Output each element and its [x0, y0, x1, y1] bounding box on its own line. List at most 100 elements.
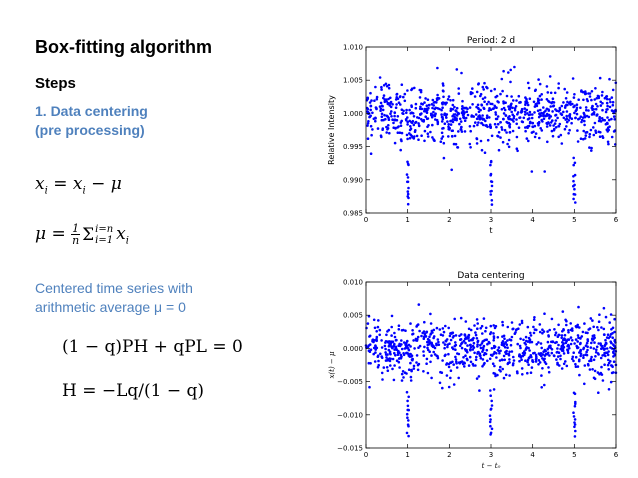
data-point: [389, 112, 392, 115]
data-point: [591, 334, 595, 338]
data-point: [396, 353, 400, 357]
y-axis-label: Relative Intensity: [327, 95, 336, 165]
data-point: [576, 140, 580, 143]
data-point: [588, 135, 591, 139]
data-point: [376, 354, 380, 358]
data-point: [430, 329, 434, 333]
data-point: [567, 331, 570, 334]
data-point: [561, 347, 565, 351]
data-point: [417, 303, 421, 306]
data-point: [452, 334, 456, 338]
data-point: [441, 135, 445, 138]
data-point: [596, 352, 600, 355]
data-point: [390, 115, 393, 118]
data-point: [593, 121, 597, 125]
data-point: [441, 101, 445, 104]
data-point: [446, 120, 449, 123]
data-point: [481, 118, 485, 121]
data-point: [500, 77, 504, 81]
data-point: [409, 345, 412, 348]
data-point: [396, 126, 399, 129]
data-point: [525, 97, 528, 101]
data-point: [404, 329, 407, 333]
data-point: [390, 325, 394, 329]
data-point: [446, 98, 450, 101]
data-point: [388, 131, 391, 135]
data-point: [491, 102, 494, 106]
transit-point: [489, 193, 493, 196]
data-point: [610, 364, 614, 368]
data-point: [454, 341, 457, 344]
data-point: [406, 137, 409, 141]
data-point: [538, 94, 542, 98]
data-point: [374, 119, 377, 123]
data-point: [373, 360, 377, 363]
data-point: [375, 95, 379, 99]
data-point: [573, 111, 576, 115]
data-point: [373, 326, 377, 330]
transit-point: [406, 192, 410, 196]
data-point: [582, 347, 585, 351]
data-point: [566, 349, 570, 353]
data-point: [506, 325, 510, 329]
data-point: [447, 125, 450, 129]
data-point: [507, 117, 511, 121]
data-point: [422, 118, 426, 122]
data-point: [422, 335, 426, 339]
data-point: [412, 367, 416, 370]
data-point: [473, 351, 476, 355]
data-point: [525, 137, 529, 140]
data-point: [502, 69, 505, 73]
data-point: [451, 108, 455, 111]
data-point: [560, 336, 563, 340]
data-point: [516, 113, 519, 116]
data-point: [598, 135, 602, 138]
data-point: [375, 97, 379, 101]
transit-point: [407, 163, 410, 167]
data-point: [398, 131, 402, 134]
data-point: [510, 102, 513, 106]
data-point: [407, 348, 411, 352]
data-point: [550, 101, 553, 105]
data-point: [366, 124, 369, 127]
data-point: [468, 355, 472, 359]
data-point: [411, 329, 414, 332]
data-point: [552, 101, 556, 104]
data-point: [454, 355, 457, 359]
data-point: [422, 330, 426, 333]
transit-point: [489, 173, 493, 177]
data-point: [613, 317, 616, 321]
data-point: [399, 103, 402, 106]
data-point: [591, 108, 594, 111]
data-point: [476, 123, 479, 127]
data-point: [533, 316, 536, 319]
y-tick-label: 0.010: [343, 279, 363, 287]
data-point: [564, 97, 568, 100]
data-point: [452, 142, 456, 146]
data-point: [571, 102, 574, 106]
data-point: [496, 135, 500, 138]
data-point: [386, 101, 390, 105]
data-point: [377, 359, 380, 363]
data-point: [479, 327, 483, 330]
transit-point: [574, 429, 577, 433]
data-point: [552, 354, 556, 357]
data-point: [444, 339, 448, 343]
data-point: [425, 111, 429, 114]
data-point: [600, 365, 603, 369]
data-point: [455, 360, 458, 364]
data-point: [387, 124, 390, 127]
data-point: [612, 360, 616, 364]
data-point: [462, 339, 466, 343]
data-point: [431, 98, 435, 102]
data-point: [596, 326, 599, 329]
data-point: [567, 338, 571, 341]
data-point: [455, 110, 458, 113]
data-point: [497, 148, 501, 152]
data-point: [530, 355, 533, 359]
eq2-term: x: [116, 224, 126, 244]
data-point: [534, 360, 538, 363]
data-point: [527, 139, 530, 143]
data-point: [556, 347, 559, 350]
chart-period: Period: 2 d 0 1 2 3 4 5 6 0.985 0.990 0.995 1.000 1.…: [327, 36, 619, 235]
